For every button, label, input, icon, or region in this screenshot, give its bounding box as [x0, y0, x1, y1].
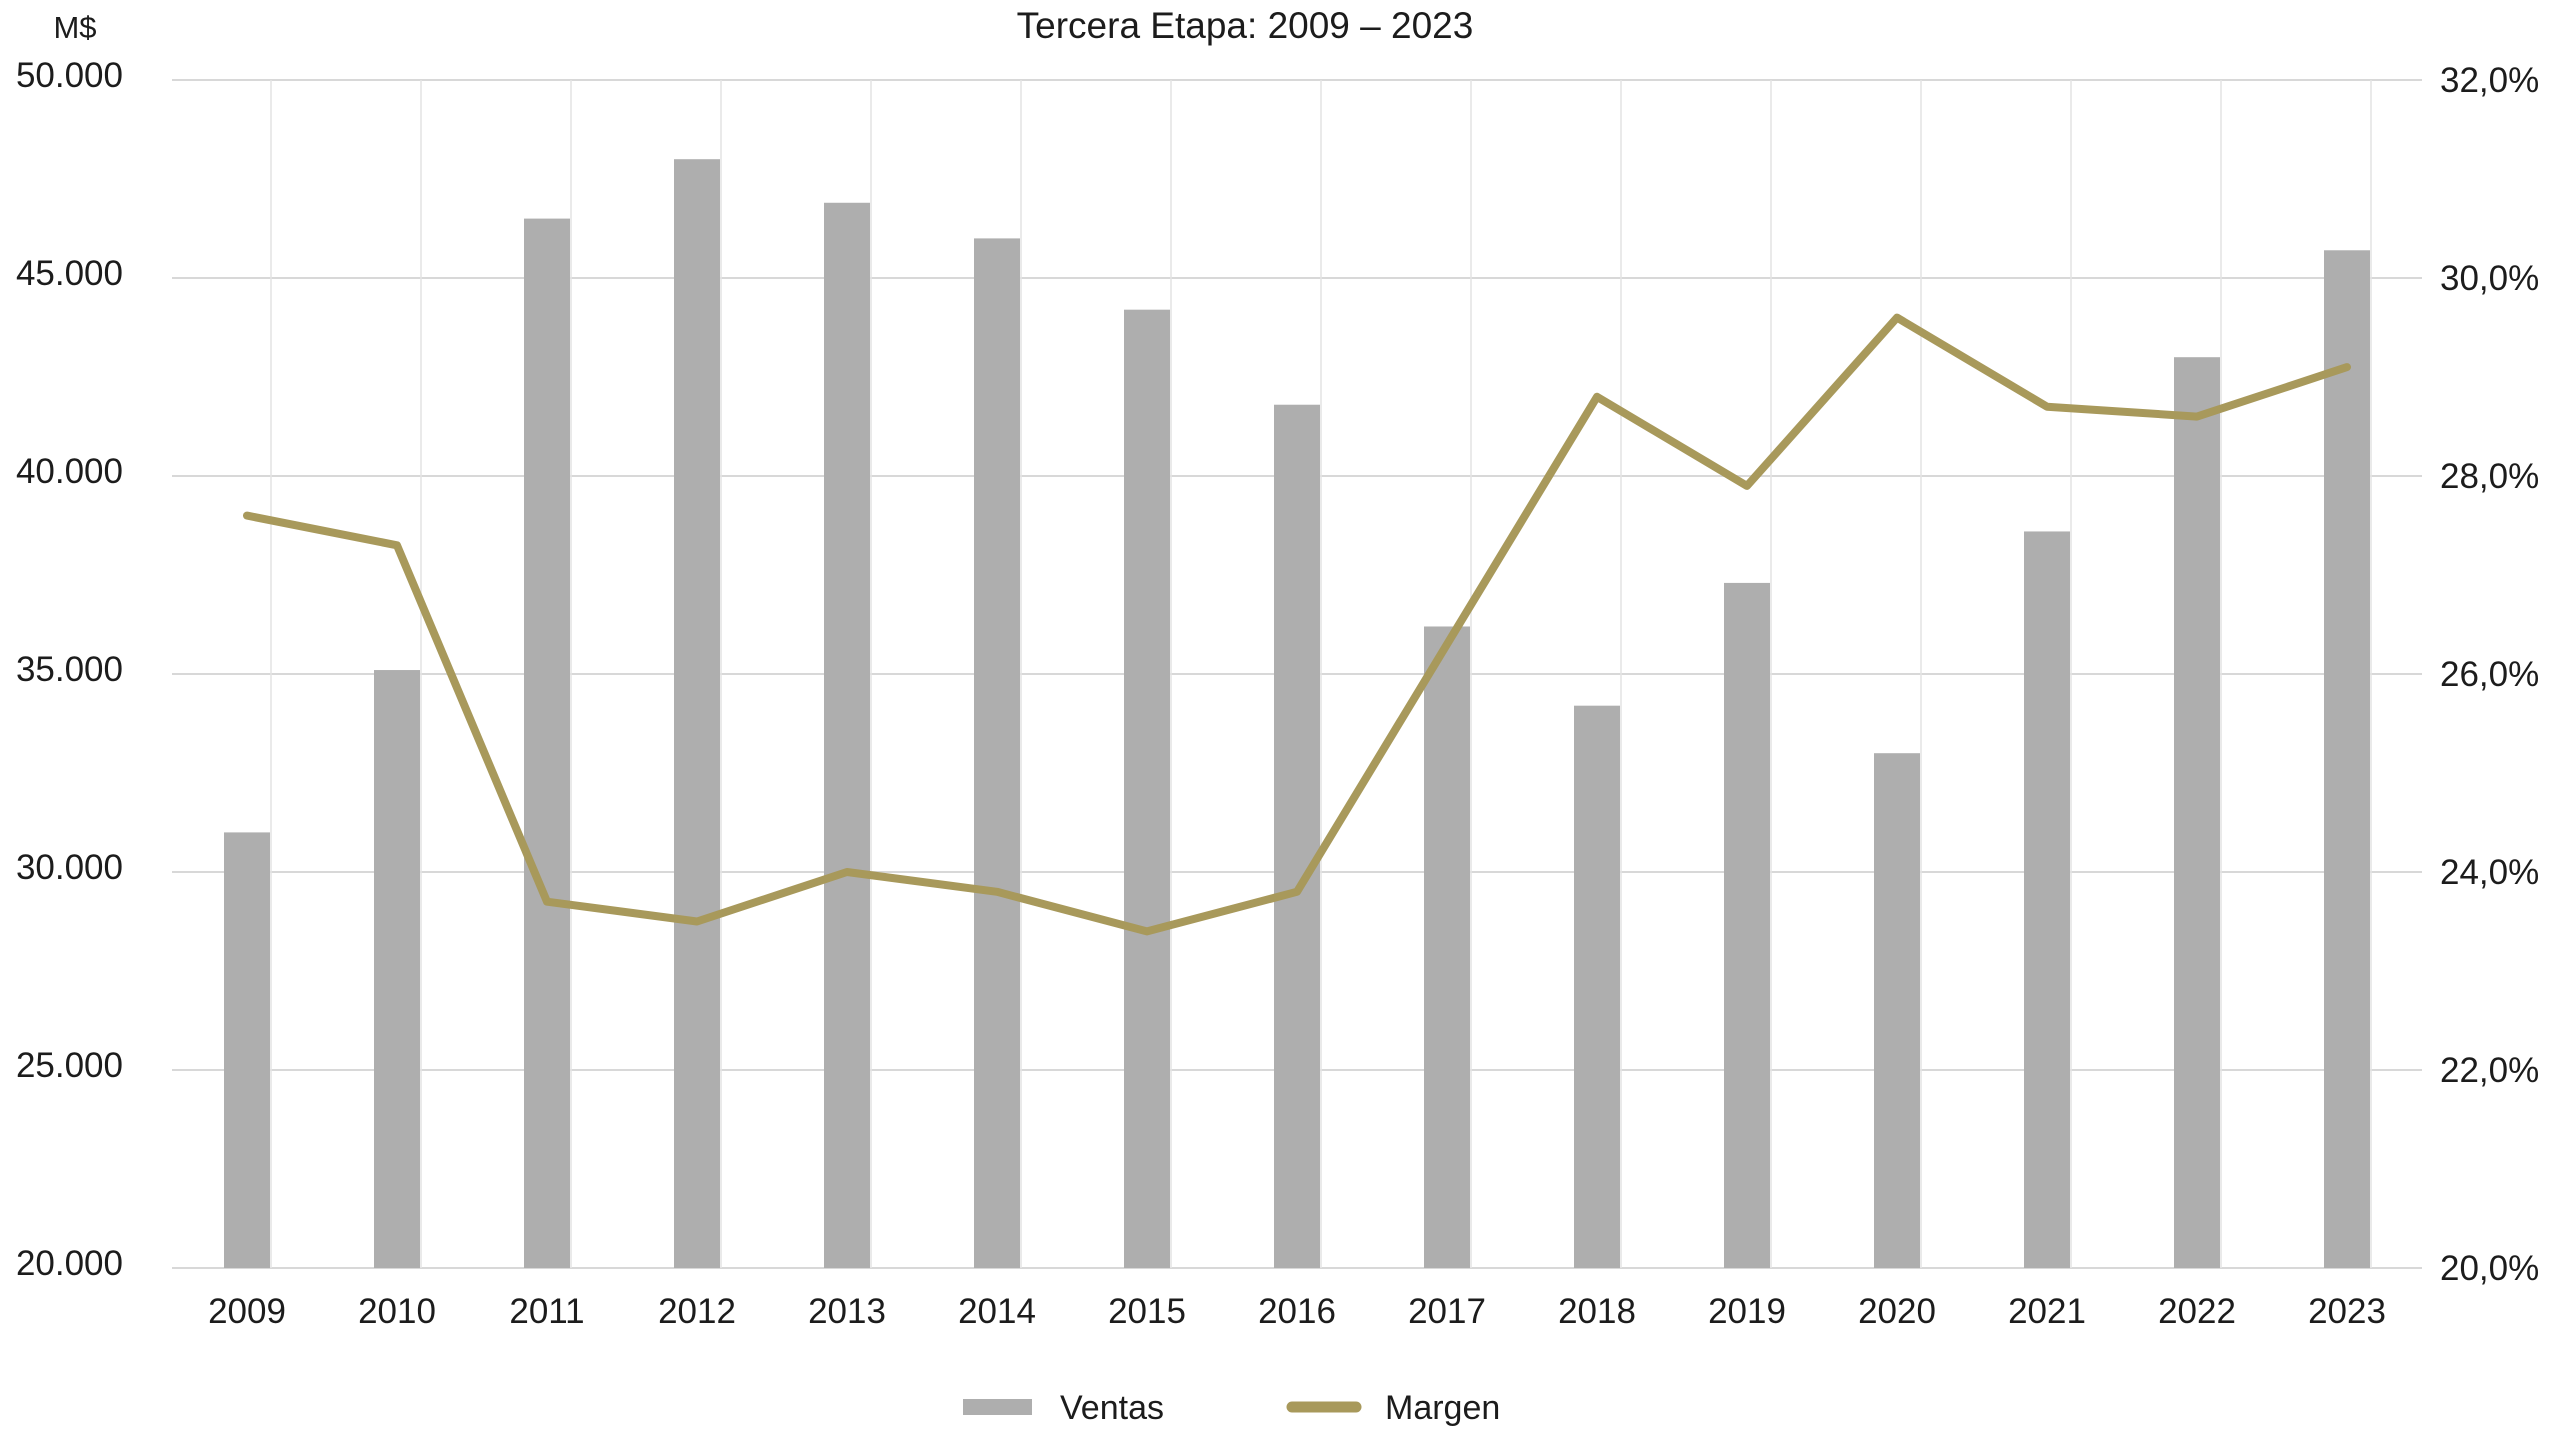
- right-tick-label: 20,0%: [2440, 1249, 2539, 1288]
- x-tick-label-2021: 2021: [2008, 1292, 2086, 1331]
- right-tick-label: 22,0%: [2440, 1051, 2539, 1090]
- left-tick-label: 25.000: [16, 1046, 123, 1085]
- left-tick-label: 20.000: [16, 1244, 123, 1283]
- x-tick-label-2015: 2015: [1108, 1292, 1186, 1331]
- x-tick-label-2019: 2019: [1708, 1292, 1786, 1331]
- x-tick-label-2010: 2010: [358, 1292, 436, 1331]
- x-tick-label-2023: 2023: [2308, 1292, 2386, 1331]
- x-tick-label-2014: 2014: [958, 1292, 1036, 1331]
- right-tick-label: 24,0%: [2440, 853, 2539, 892]
- margen-legend-label: Margen: [1385, 1389, 1500, 1427]
- ventas-bar-2016: [1274, 404, 1320, 1269]
- x-axis-year-labels: 2009 2010 2011 2012 2013 2014 2015 2016 2017 2018…: [208, 1292, 2386, 1331]
- legend: Ventas Margen: [963, 1389, 1500, 1427]
- x-tick-label-2017: 2017: [1408, 1292, 1486, 1331]
- x-tick-label-2011: 2011: [509, 1292, 584, 1331]
- ventas-bar-2022: [2174, 357, 2220, 1268]
- ventas-bar-2014: [974, 238, 1020, 1268]
- ventas-bar-2011: [524, 218, 570, 1269]
- ventas-legend-label: Ventas: [1060, 1389, 1164, 1427]
- left-axis-unit-label: M$: [53, 10, 96, 45]
- ventas-bar-2013: [824, 202, 870, 1268]
- left-tick-label: 50.000: [16, 56, 123, 95]
- chart-title: Tercera Etapa: 2009 – 2023: [1017, 5, 1474, 46]
- ventas-bar-2015: [1124, 309, 1170, 1268]
- left-tick-label: 40.000: [16, 452, 123, 491]
- margen-line: [243, 313, 2351, 936]
- ventas-bar-2012: [674, 159, 720, 1269]
- right-axis-tick-labels: 32,0% 30,0% 28,0% 26,0% 24,0% 22,0% 20,0%: [2440, 61, 2539, 1288]
- x-tick-label-2022: 2022: [2158, 1292, 2236, 1331]
- left-tick-label: 45.000: [16, 254, 123, 293]
- ventas-bar-2021: [2024, 531, 2070, 1268]
- ventas-bar-2017: [1424, 626, 1470, 1268]
- x-tick-label-2009: 2009: [208, 1292, 286, 1331]
- x-tick-label-2020: 2020: [1858, 1292, 1936, 1331]
- left-tick-label: 30.000: [16, 848, 123, 887]
- ventas-bar-2019: [1724, 582, 1770, 1268]
- left-axis-tick-labels: 50.000 45.000 40.000 35.000 30.000 25.000 20.0…: [16, 56, 123, 1283]
- ventas-bar-2023: [2324, 250, 2370, 1268]
- right-tick-label: 32,0%: [2440, 61, 2539, 100]
- ventas-bars: [224, 159, 2370, 1269]
- right-tick-label: 28,0%: [2440, 457, 2539, 496]
- left-tick-label: 35.000: [16, 650, 123, 689]
- ventas-legend-swatch: [963, 1399, 1032, 1415]
- right-tick-label: 26,0%: [2440, 655, 2539, 694]
- vertical-gridlines: [270, 80, 2372, 1268]
- ventas-bar-2020: [1874, 753, 1920, 1268]
- ventas-bar-2018: [1574, 705, 1620, 1268]
- x-tick-label-2012: 2012: [658, 1292, 736, 1331]
- right-tick-label: 30,0%: [2440, 259, 2539, 298]
- ventas-bar-2009: [224, 832, 270, 1268]
- x-tick-label-2018: 2018: [1558, 1292, 1636, 1331]
- x-tick-label-2013: 2013: [808, 1292, 886, 1331]
- ventas-bar-2010: [374, 670, 420, 1268]
- x-tick-label-2016: 2016: [1258, 1292, 1336, 1331]
